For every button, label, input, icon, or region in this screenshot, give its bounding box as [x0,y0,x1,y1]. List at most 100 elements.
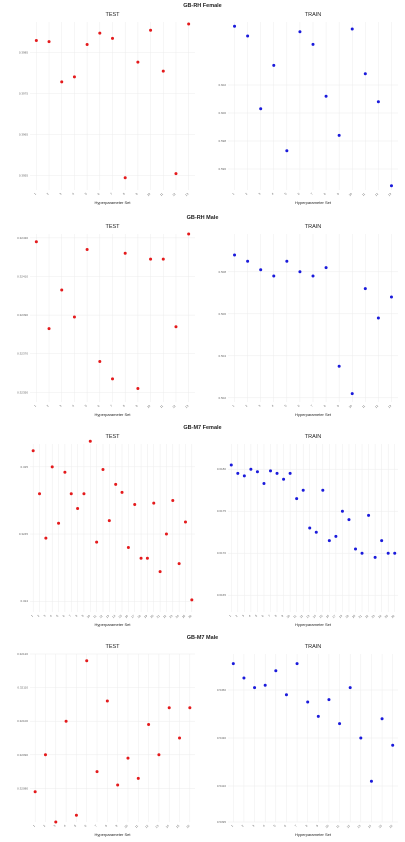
data-point [63,470,67,474]
data-point [85,43,89,47]
x-tick-label: 16 [325,614,330,619]
y-tick-label: 0.32370 [17,352,28,356]
data-point [50,465,54,469]
data-point [386,551,390,555]
data-point [363,72,367,76]
x-tick-label: 12 [299,614,304,619]
data-point [60,288,64,292]
data-point [136,386,140,390]
x-tick-label: 6 [297,404,301,408]
x-tick-label: 19 [344,614,349,619]
data-point [242,474,246,478]
data-point [272,274,276,278]
x-tick-label: 11 [335,824,340,829]
data-point [337,133,341,137]
x-tick-label: 14 [165,824,170,829]
data-point [167,706,171,710]
x-tick-label: 9 [81,614,85,618]
y-tick-label: 0.5450 [217,688,227,692]
data-point [72,315,76,319]
data-point [149,257,153,261]
data-point [389,295,393,299]
data-point [282,477,286,481]
x-tick-label: 9 [315,824,319,828]
data-point [274,669,278,673]
x-tick-label: 11 [159,404,164,409]
data-point [187,22,191,26]
x-tick-label: 11 [159,192,164,197]
data-point [158,570,162,574]
data-point [389,184,393,188]
data-point [82,492,86,496]
y-tick-label: 0.32410 [17,274,28,278]
x-tick-label: 4 [63,824,67,828]
data-point [120,490,124,494]
data-point [347,518,351,522]
y-tick-label: 0.32080 [17,786,28,790]
data-point [308,526,312,530]
x-tick-label: 7 [94,824,98,828]
x-tick-label: 17 [130,614,135,619]
x-tick-label: 7 [68,614,72,618]
y-tick-label: 0.598 [218,139,226,143]
data-point [269,469,272,473]
data-point [31,449,35,453]
x-tick-label: 9 [135,404,139,408]
x-tick-label: 8 [122,192,126,196]
x-tick-label: 7 [310,404,314,408]
x-tick-label: 6 [261,614,265,618]
y-tick-label: 0.596 [218,167,226,171]
x-tick-label: 1 [231,192,235,196]
data-point [161,69,165,73]
x-tick-label: 13 [105,614,110,619]
x-tick-label: 26 [187,614,192,619]
panel-title: TRAIN [304,12,322,18]
data-point [57,521,61,525]
data-point [262,481,266,485]
data-point [178,736,182,740]
data-point [321,488,325,492]
x-tick-label: 2 [241,824,245,828]
data-point [259,107,263,111]
panel-title: TRAIN [304,224,322,230]
x-tick-label: 6 [283,824,287,828]
x-tick-label: 11 [361,192,366,197]
x-tick-label: 10 [286,614,291,619]
data-point [157,753,161,757]
x-tick-label: 25 [181,614,186,619]
data-point [105,699,109,703]
data-point [43,753,47,757]
x-tick-label: 11 [292,614,297,619]
x-tick-label: 3 [43,614,47,618]
data-point [152,501,156,505]
panel-title: TRAIN [304,434,322,440]
x-tick-label: 5 [273,824,277,828]
x-tick-label: 2 [36,614,40,618]
x-tick-label: 11 [134,824,139,829]
y-tick-label: 0.32390 [17,313,28,317]
data-point [190,598,194,602]
x-tick-label: 20 [149,614,154,619]
x-tick-label: 16 [185,824,190,829]
x-tick-label: 24 [377,614,382,619]
data-point [295,497,299,501]
x-tick-label: 1 [33,404,37,408]
y-tick-label: 0.3975 [19,92,29,96]
section-title: GB-RH Female [183,3,222,9]
data-point [72,75,76,79]
x-tick-label: 5 [55,614,59,618]
x-tick-label: 3 [257,404,261,408]
data-point [337,364,341,368]
data-point [69,492,73,496]
data-point [98,359,102,363]
data-point [306,700,310,704]
data-point [64,719,68,723]
data-point [145,556,149,560]
data-point [275,471,279,475]
x-tick-label: 3 [52,824,56,828]
x-axis-label: Hyperparameter Set [294,412,331,417]
x-tick-label: 3 [58,404,62,408]
x-tick-label: 1 [30,614,34,618]
